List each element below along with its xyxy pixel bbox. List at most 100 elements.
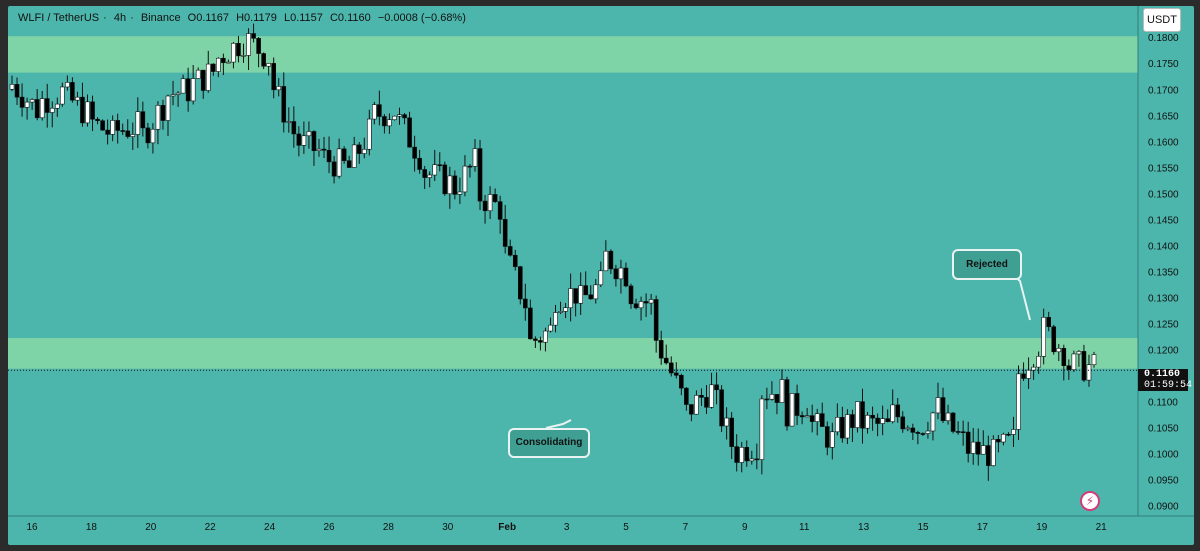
price-tick-label: 0.0950 (1148, 476, 1179, 487)
candle-body (130, 134, 136, 137)
candle-body (29, 99, 35, 103)
candle-body (387, 119, 392, 127)
price-tick-label: 0.1300 (1148, 293, 1179, 304)
candle-body (482, 200, 488, 212)
candle-body (472, 148, 478, 167)
time-tick-label: Feb (498, 522, 516, 533)
candle-body (160, 105, 166, 121)
time-tick-label: 28 (383, 522, 395, 533)
candle-body (824, 426, 830, 448)
candle-body (739, 447, 745, 463)
candle-body (905, 427, 911, 430)
candle-body (598, 270, 604, 286)
chart-frame: 0.18500.18000.17500.17000.16500.16000.15… (8, 6, 1194, 545)
time-tick-label: 16 (26, 522, 38, 533)
candle-body (261, 53, 266, 67)
candle-body (266, 63, 271, 67)
candle-body (49, 107, 55, 113)
candle-body (920, 433, 926, 435)
candle-body (150, 128, 156, 144)
candle-body (623, 267, 629, 287)
support-resistance-zones (8, 36, 1138, 369)
price-chart[interactable]: 0.18500.18000.17500.17000.16500.16000.15… (8, 6, 1194, 545)
candle-body (276, 86, 282, 91)
candle-body (211, 63, 216, 72)
candle-body (804, 415, 810, 418)
lightning-icon[interactable]: ⚡ (1080, 491, 1100, 511)
candle-body (19, 96, 25, 108)
candle-body (699, 395, 704, 398)
candle-body (241, 55, 246, 57)
candle-body (1076, 351, 1082, 355)
time-tick-label: 26 (323, 522, 335, 533)
candle-body (180, 78, 186, 94)
candle-body (286, 121, 292, 123)
candle-body (70, 82, 75, 101)
candle-body (860, 401, 865, 429)
candle-body (865, 414, 870, 429)
candle-body (402, 114, 407, 119)
time-tick-label: 11 (799, 522, 810, 533)
candle-body (60, 86, 65, 105)
open-value: O0.1167 (187, 12, 230, 24)
candle-body (663, 357, 669, 364)
pointer-consolidating (545, 419, 572, 429)
candle-body (910, 427, 916, 433)
candle-body (407, 117, 412, 148)
candle-body (628, 285, 634, 305)
candle-body (835, 417, 840, 433)
candle-body (970, 441, 976, 454)
candle-body (216, 57, 221, 72)
price-tick-label: 0.1450 (1148, 215, 1179, 226)
symbol-header[interactable]: WLFI / TetherUS · 4h · Binance O0.1167 H0.… (18, 12, 470, 24)
annotation-consolidating[interactable]: Consolidating (508, 428, 590, 458)
candle-body (704, 397, 709, 408)
price-tick-label: 0.1350 (1148, 267, 1179, 278)
candle-body (306, 131, 312, 137)
time-tick-label: 20 (145, 522, 157, 533)
candle-body (90, 101, 95, 120)
candle-body (165, 95, 171, 121)
candle-body (965, 431, 971, 454)
candle-body (467, 165, 473, 168)
candle-body (679, 375, 684, 389)
candle-body (341, 148, 347, 161)
candle-body (361, 148, 367, 154)
candle-body (799, 415, 805, 418)
candle-body (779, 379, 785, 403)
candle-body (24, 101, 30, 108)
candle-body (205, 63, 211, 91)
candle-body (975, 441, 981, 455)
candle-body (940, 397, 946, 422)
time-axis[interactable]: 16 18 20 22 24 26 28 30 Feb 3 5 7 9 11 13 15 17 19 21 (8, 515, 1194, 533)
candle-body (1006, 433, 1011, 436)
last-price-label: 0.1160 01:59:54 (1138, 369, 1192, 391)
change-value: −0.0008 (−0.68%) (377, 12, 466, 24)
candle-body (1001, 433, 1006, 443)
annotation-rejected[interactable]: Rejected (952, 249, 1022, 280)
candle-body (507, 246, 513, 256)
header-separator: · (103, 12, 107, 24)
candle-body (397, 114, 402, 117)
candle-body (724, 417, 729, 427)
candle-body (190, 78, 196, 102)
candle-body (1071, 353, 1077, 370)
candle-body (638, 301, 644, 309)
candle-body (281, 86, 287, 123)
price-axis[interactable]: 0.18500.18000.17500.17000.16500.16000.15… (1137, 6, 1179, 516)
time-tick-label: 17 (977, 522, 989, 533)
candle-body (593, 284, 599, 300)
candle-body (633, 303, 639, 309)
interval-label: 4h (113, 12, 127, 24)
price-tick-label: 0.1550 (1148, 163, 1179, 174)
candle-body (432, 164, 438, 176)
candle-body (517, 266, 523, 300)
candle-body (991, 439, 996, 466)
candle-body (1091, 354, 1097, 366)
currency-button[interactable]: USDT (1143, 8, 1181, 32)
candle-body (246, 33, 251, 56)
candle-body (462, 165, 468, 193)
candle-body (523, 298, 528, 309)
time-tick-label: 22 (205, 522, 217, 533)
candle-body (533, 338, 538, 341)
